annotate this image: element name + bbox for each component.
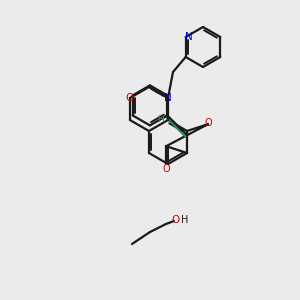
Text: H: H: [181, 215, 189, 225]
Text: N: N: [164, 93, 172, 103]
Text: O: O: [126, 93, 134, 103]
Text: H: H: [157, 115, 164, 124]
Text: N: N: [185, 32, 193, 42]
Text: O: O: [162, 164, 170, 174]
Text: O: O: [204, 118, 212, 128]
Text: O: O: [172, 215, 180, 225]
